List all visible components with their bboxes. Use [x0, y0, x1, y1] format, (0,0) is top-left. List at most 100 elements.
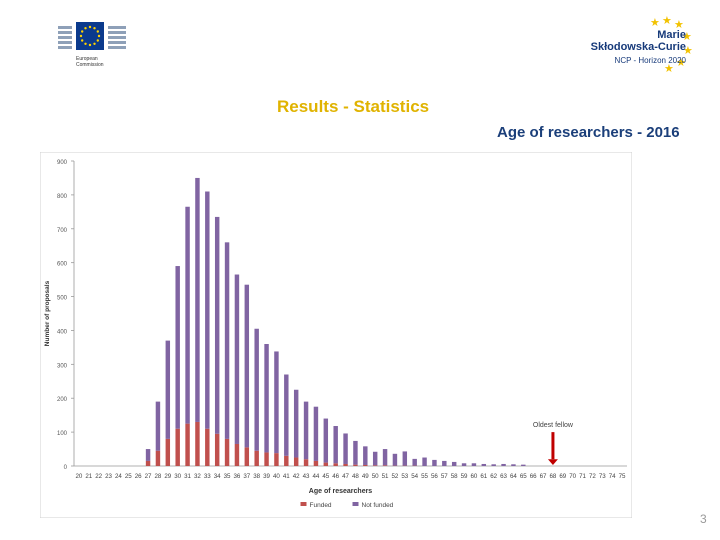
x-tick-label: 64	[510, 473, 517, 480]
bar-not-funded	[175, 266, 180, 429]
bar-funded	[244, 447, 250, 466]
bar-not-funded	[481, 463, 487, 466]
bar-funded	[165, 438, 171, 466]
bar-not-funded	[313, 406, 319, 461]
y-axis-label: Number of proposals	[44, 280, 51, 346]
y-tick-label: 500	[57, 296, 68, 302]
x-tick-label: 48	[352, 473, 359, 480]
x-tick-label: 71	[579, 473, 586, 480]
x-tick-label: 60	[470, 473, 477, 480]
y-tick-label: 900	[57, 160, 68, 166]
bar-not-funded	[284, 374, 289, 456]
x-tick-label: 23	[105, 473, 112, 480]
bar-not-funded	[412, 458, 417, 466]
bar-funded	[155, 450, 161, 466]
legend-swatch-funded	[300, 502, 307, 506]
bar-funded	[274, 453, 279, 466]
bar-not-funded	[471, 463, 477, 466]
annotation-arrow-shaft	[551, 432, 555, 460]
x-tick-label: 72	[589, 473, 596, 480]
y-tick-label: 200	[57, 397, 68, 403]
ec-logo-line2: Commission	[76, 62, 104, 68]
y-tick-label: 0	[64, 465, 68, 471]
svg-text:★: ★	[664, 62, 674, 75]
bar-funded	[205, 428, 210, 466]
mc-logo-name-line1: Marie	[657, 29, 686, 41]
x-tick-label: 62	[490, 473, 497, 480]
svg-text:★: ★	[662, 16, 672, 27]
bar-not-funded	[382, 449, 388, 466]
bar-not-funded	[501, 463, 506, 466]
x-tick-label: 31	[184, 473, 191, 480]
x-tick-label: 59	[461, 473, 468, 480]
x-tick-label: 61	[480, 473, 487, 480]
age-histogram-chart: 0 100 200 300 400 500 600 700 800 900 20 21 22 23 24 25…	[39, 151, 633, 519]
x-tick-label: 50	[372, 473, 379, 480]
x-tick-label: 35	[224, 473, 231, 480]
x-tick-label: 34	[214, 473, 221, 480]
bar-not-funded	[155, 401, 161, 451]
marie-curie-logo: ★ ★ ★ ★ ★ ★ ★ Marie Skłodowska-Curie NCP - H…	[566, 16, 696, 76]
x-tick-label: 75	[619, 473, 626, 480]
bar-funded	[343, 463, 348, 466]
bar-not-funded	[521, 464, 526, 466]
bar-not-funded	[511, 464, 516, 466]
bar-not-funded	[333, 426, 338, 464]
bar-not-funded	[165, 340, 171, 439]
bar-not-funded	[363, 446, 368, 465]
x-tick-label: 46	[332, 473, 339, 480]
x-tick-label: 21	[85, 473, 92, 480]
bar-funded	[363, 464, 368, 466]
bar-funded	[313, 460, 319, 466]
star-ring-icon: ★ ★ ★ ★★★ ★	[650, 16, 693, 75]
x-tick-label: 47	[342, 473, 349, 480]
bar-not-funded	[244, 284, 250, 448]
x-tick-label: 58	[451, 473, 458, 480]
x-tick-label: 56	[431, 473, 438, 480]
x-tick-label: 74	[609, 473, 616, 480]
y-tick-label: 100	[57, 431, 68, 437]
bar-funded	[303, 459, 309, 466]
legend-label-funded: Funded	[310, 502, 332, 509]
bar-funded	[264, 452, 269, 466]
chart-title: Age of researchers - 2016	[497, 124, 680, 141]
x-tick-label: 68	[549, 473, 556, 480]
bar-funded	[214, 433, 220, 466]
legend-label-not-funded: Not funded	[362, 502, 394, 509]
bar-not-funded	[274, 351, 279, 454]
x-tick-label: 57	[441, 473, 448, 480]
bar-not-funded	[451, 461, 457, 466]
bar-not-funded	[323, 418, 329, 463]
x-tick-label: 26	[135, 473, 142, 480]
bar-funded	[372, 465, 378, 466]
bar-not-funded	[205, 191, 210, 429]
x-tick-label: 52	[391, 473, 398, 480]
x-tick-label: 41	[283, 473, 290, 480]
x-tick-label: 70	[569, 473, 576, 480]
bar-funded	[353, 464, 358, 466]
bar-not-funded	[303, 401, 309, 460]
bar-funded	[333, 463, 338, 466]
bar-funded	[254, 450, 259, 466]
x-tick-label: 32	[194, 473, 201, 480]
bar-not-funded	[402, 451, 408, 466]
bar-not-funded	[185, 206, 190, 424]
x-tick-label: 40	[273, 473, 280, 480]
x-tick-label: 29	[164, 473, 171, 480]
bar-funded	[145, 460, 151, 466]
x-axis-label: Age of researchers	[309, 488, 373, 495]
y-tick-label: 600	[57, 262, 68, 268]
chart-svg: 0 100 200 300 400 500 600 700 800 900 20 21 22 23 24 25…	[39, 151, 633, 519]
x-tick-label: 44	[312, 473, 319, 480]
y-tick-label: 700	[57, 228, 68, 234]
x-tick-label: 24	[115, 473, 122, 480]
slide-title: Results - Statistics	[277, 97, 430, 116]
x-tick-label: 36	[233, 473, 240, 480]
x-tick-label: 53	[401, 473, 408, 480]
legend-swatch-not-funded	[352, 502, 359, 506]
x-tick-label: 22	[95, 473, 102, 480]
x-tick-label: 67	[540, 473, 547, 480]
x-tick-label: 54	[411, 473, 418, 480]
svg-text:★: ★	[650, 16, 660, 29]
annotation-arrow-head-icon	[547, 459, 558, 465]
